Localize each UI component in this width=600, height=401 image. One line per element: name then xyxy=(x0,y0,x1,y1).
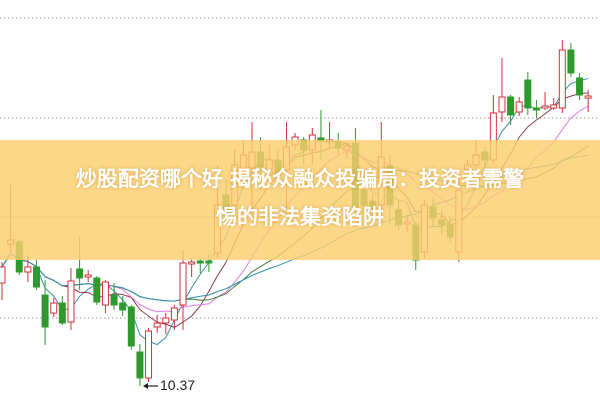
candle-body xyxy=(145,330,153,379)
candle xyxy=(550,98,558,110)
candle-body xyxy=(532,107,540,111)
candle xyxy=(558,40,566,113)
candle xyxy=(532,100,540,118)
candle xyxy=(93,276,101,305)
candle-body xyxy=(58,302,66,324)
candle-body xyxy=(162,317,170,324)
candle xyxy=(119,296,127,316)
candle xyxy=(84,270,92,282)
candle xyxy=(584,90,592,112)
candle xyxy=(524,72,532,115)
candle-body xyxy=(67,280,75,323)
candle xyxy=(0,262,6,300)
candle-body xyxy=(76,268,84,279)
candle xyxy=(136,344,144,386)
candle-body xyxy=(567,49,575,74)
candle-body xyxy=(24,266,32,273)
candle xyxy=(50,298,58,317)
headline: 炒股配资哪个好 揭秘众融众投骗局：投资者需警 惕的非法集资陷阱 xyxy=(0,160,600,236)
candle xyxy=(498,58,506,122)
candle xyxy=(196,258,204,273)
candle-body xyxy=(576,77,584,96)
candle xyxy=(576,73,584,100)
candle xyxy=(567,43,575,77)
candle xyxy=(32,260,40,290)
candle-body xyxy=(41,294,49,328)
candle-body xyxy=(50,302,58,314)
candle-body xyxy=(205,260,213,264)
candle-body xyxy=(84,274,92,278)
candle-body xyxy=(188,261,196,265)
candle-body xyxy=(136,351,144,379)
headline-line-1: 炒股配资哪个好 揭秘众融众投骗局：投资者需警 xyxy=(75,167,525,191)
candle-body xyxy=(110,294,118,306)
candle xyxy=(188,258,196,277)
candle xyxy=(507,95,515,125)
candle xyxy=(110,283,118,310)
candle xyxy=(170,305,178,330)
candle-body xyxy=(507,96,515,116)
candle-body xyxy=(515,101,523,113)
candle xyxy=(153,315,161,333)
candle-body xyxy=(101,281,109,306)
low-price-label: 10.37 xyxy=(160,377,196,393)
candle-body xyxy=(196,260,204,264)
candle xyxy=(145,328,153,382)
candle xyxy=(127,305,135,350)
candle-body xyxy=(170,307,178,321)
candle xyxy=(101,280,109,313)
candle-body xyxy=(32,266,40,288)
candle-body xyxy=(541,105,549,109)
candle-body xyxy=(93,277,101,303)
low-arrow xyxy=(143,383,158,389)
candle-body xyxy=(179,262,187,306)
candle-body xyxy=(119,302,127,311)
candle xyxy=(58,296,66,325)
candle xyxy=(67,268,75,330)
candle-body xyxy=(498,96,506,113)
candle xyxy=(41,280,49,345)
candle-body xyxy=(127,306,135,347)
candle xyxy=(179,250,187,330)
candle-body xyxy=(550,104,558,109)
candle-body xyxy=(558,49,566,109)
headline-banner xyxy=(0,140,600,260)
candle xyxy=(515,97,523,116)
candle-body xyxy=(0,266,6,284)
candle-body xyxy=(153,322,161,328)
headline-line-2: 惕的非法集资陷阱 xyxy=(216,205,384,229)
candle xyxy=(162,313,170,334)
candle xyxy=(541,92,549,110)
candle-body xyxy=(584,95,592,99)
candle-body xyxy=(524,79,532,109)
